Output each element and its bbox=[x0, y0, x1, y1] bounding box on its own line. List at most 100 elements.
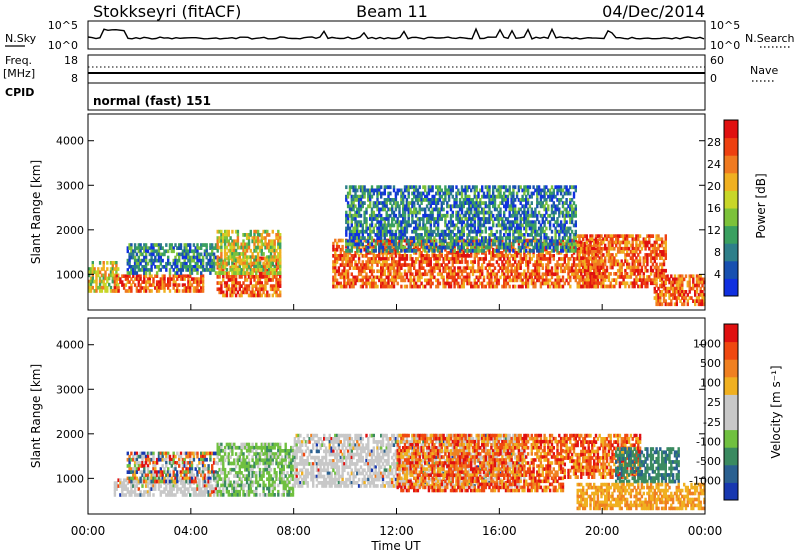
data-cell-6 bbox=[458, 217, 462, 221]
data-cell-4 bbox=[242, 252, 245, 256]
data-cell-6 bbox=[515, 220, 519, 225]
data-cell-5 bbox=[343, 281, 346, 286]
data-cell-0 bbox=[106, 289, 109, 293]
data-cell-5 bbox=[547, 284, 550, 289]
data-cell-7 bbox=[578, 278, 581, 282]
data-cell-6 bbox=[348, 236, 352, 240]
data-cell-6 bbox=[449, 248, 453, 253]
data-cell-6 bbox=[414, 194, 418, 199]
data-cell-5 bbox=[525, 244, 528, 249]
data-cell-7 bbox=[600, 240, 603, 245]
data-cell-1 bbox=[178, 274, 181, 278]
data-cell-6 bbox=[517, 198, 521, 202]
data-cell-5 bbox=[435, 254, 438, 258]
data-cell-2 bbox=[146, 249, 150, 254]
data-cell-5 bbox=[429, 263, 432, 267]
data-cell-7 bbox=[655, 250, 658, 254]
data-cell-5 bbox=[449, 281, 453, 286]
data-cell-5 bbox=[545, 251, 548, 255]
data-cell-5 bbox=[493, 266, 497, 270]
data-cell-6 bbox=[424, 229, 427, 234]
data-cell-5 bbox=[457, 254, 460, 258]
data-cell-4 bbox=[269, 261, 273, 266]
data-cell-6 bbox=[521, 217, 524, 221]
data-cell-4 bbox=[255, 255, 258, 260]
data-cell-5 bbox=[346, 260, 350, 264]
data-cell-5 bbox=[460, 254, 464, 258]
data-cell-6 bbox=[534, 207, 537, 212]
data-cell-7 bbox=[659, 272, 662, 276]
data-cell-3 bbox=[264, 275, 267, 279]
data-cell-2 bbox=[189, 249, 192, 254]
data-cell-5 bbox=[503, 284, 506, 289]
data-cell-2 bbox=[148, 252, 151, 257]
data-cell-3 bbox=[240, 293, 243, 298]
data-cell-1 bbox=[172, 283, 175, 287]
data-cell-6 bbox=[391, 198, 394, 202]
data-cell-3 bbox=[222, 290, 225, 295]
data-cell-5 bbox=[350, 272, 353, 277]
data-cell-6 bbox=[473, 223, 476, 228]
data-cell-6 bbox=[389, 185, 392, 190]
data-cell-5 bbox=[400, 254, 403, 258]
data-cell-5 bbox=[482, 275, 486, 280]
data-cell-5 bbox=[398, 263, 401, 267]
data-cell-5 bbox=[348, 278, 352, 283]
data-cell-6 bbox=[466, 188, 469, 193]
data-cell-5 bbox=[525, 257, 528, 261]
data-cell-6 bbox=[567, 236, 570, 240]
data-cell-4 bbox=[229, 252, 232, 256]
data-cell-5 bbox=[391, 263, 394, 267]
data-cell-6 bbox=[565, 185, 568, 190]
data-cell-7 bbox=[637, 253, 640, 257]
data-cell-6 bbox=[541, 226, 544, 231]
data-cell-6 bbox=[383, 229, 386, 234]
data-cell-5 bbox=[515, 275, 519, 280]
data-cell-5 bbox=[435, 263, 438, 267]
data-cell-5 bbox=[490, 254, 493, 258]
data-cell-6 bbox=[565, 220, 568, 225]
data-cell-5 bbox=[378, 257, 381, 261]
data-cell-6 bbox=[570, 207, 574, 212]
data-cell-7 bbox=[580, 256, 583, 260]
data-cell-6 bbox=[449, 220, 453, 225]
data-cell-6 bbox=[486, 191, 489, 196]
data-cell-6 bbox=[506, 198, 510, 202]
data-cell-2 bbox=[165, 268, 168, 272]
data-cell-5 bbox=[425, 251, 429, 255]
data-cell-6 bbox=[352, 229, 355, 234]
data-cell-5 bbox=[470, 260, 473, 264]
data-cell-5 bbox=[495, 260, 499, 264]
data-cell-2 bbox=[148, 268, 151, 272]
data-cell-6 bbox=[490, 217, 493, 221]
data-cell-5 bbox=[387, 241, 390, 246]
data-cell-7 bbox=[611, 265, 614, 270]
data-cell-6 bbox=[484, 245, 487, 250]
data-cell-7 bbox=[659, 268, 662, 273]
data-cell-2 bbox=[132, 271, 135, 275]
data-cell-5 bbox=[565, 254, 568, 258]
data-cell-6 bbox=[539, 198, 543, 202]
data-cell-5 bbox=[492, 247, 495, 252]
data-cell-6 bbox=[348, 248, 352, 253]
data-cell-3 bbox=[249, 265, 252, 270]
data-cell-4 bbox=[218, 271, 221, 275]
data-cell-2 bbox=[214, 246, 218, 250]
data-cell-3 bbox=[268, 293, 271, 298]
data-cell-6 bbox=[569, 213, 572, 218]
data-cell-6 bbox=[425, 213, 429, 218]
data-cell-7 bbox=[631, 284, 634, 289]
data-cell-6 bbox=[523, 217, 526, 221]
data-cell-5 bbox=[464, 278, 467, 283]
data-cell-6 bbox=[488, 213, 491, 218]
data-cell-6 bbox=[510, 204, 513, 209]
data-cell-7 bbox=[615, 243, 618, 248]
data-cell-1 bbox=[126, 289, 129, 293]
data-cell-2 bbox=[161, 258, 164, 263]
data-cell-5 bbox=[422, 272, 425, 277]
data-cell-7 bbox=[664, 246, 667, 251]
data-cell-0 bbox=[97, 273, 100, 278]
data-cell-6 bbox=[563, 226, 566, 231]
data-cell-5 bbox=[567, 269, 570, 274]
